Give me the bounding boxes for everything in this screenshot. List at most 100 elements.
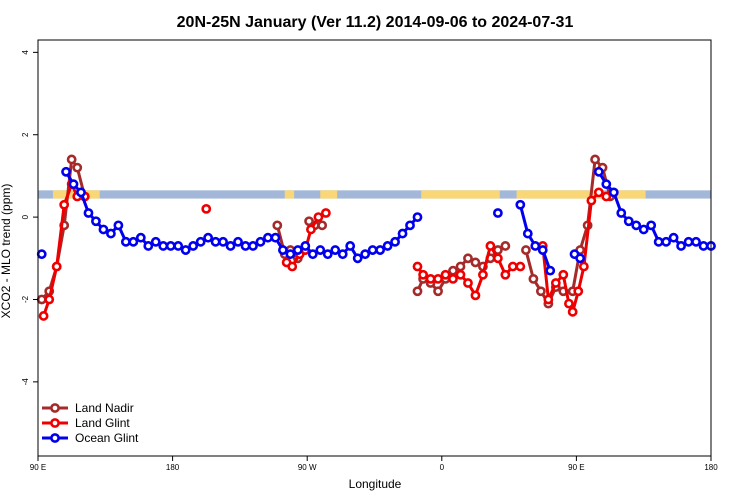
data-point: [698, 241, 709, 251]
land-band-segment: [284, 190, 295, 199]
land-band-segment: [320, 190, 338, 199]
chart-title: 20N-25N January (Ver 11.2) 2014-09-06 to…: [177, 14, 574, 31]
data-point: [470, 290, 481, 301]
data-point: [307, 249, 318, 260]
data-point: [535, 286, 546, 297]
data-point: [397, 228, 408, 239]
data-point: [412, 286, 423, 297]
data-point: [255, 236, 266, 247]
x-axis-label: Longitude: [349, 477, 402, 491]
x-tick-label: 90 E: [568, 463, 584, 472]
legend-label: Land Glint: [75, 416, 130, 430]
data-point: [233, 236, 243, 247]
data-point: [661, 236, 672, 247]
data-point: [412, 212, 423, 223]
data-point: [51, 261, 62, 272]
data-point: [521, 245, 531, 255]
data-point: [522, 228, 533, 239]
data-point: [128, 236, 139, 247]
data-point: [173, 241, 184, 251]
data-point: [61, 166, 71, 177]
data-point: [287, 261, 298, 272]
data-point: [59, 199, 70, 210]
data-point: [455, 269, 466, 280]
data-point: [492, 208, 503, 218]
data-point: [653, 236, 664, 247]
data-point: [292, 245, 303, 255]
data-point: [240, 241, 251, 251]
land-band-segment: [516, 190, 603, 199]
data-point: [564, 298, 574, 309]
data-point: [248, 241, 258, 251]
y-tick-label: 2: [21, 132, 30, 137]
data-point: [528, 273, 539, 284]
data-point: [470, 257, 481, 268]
data-point: [676, 241, 686, 251]
y-tick-label: -4: [21, 378, 30, 386]
x-tick-label: 90 E: [30, 463, 46, 472]
y-axis-label: XCO2 - MLO trend (ppm): [0, 184, 13, 319]
y-tick-label: 0: [21, 214, 30, 219]
series-line: [524, 157, 612, 306]
data-point: [320, 208, 331, 218]
data-point: [485, 241, 496, 251]
data-point: [76, 187, 86, 198]
data-point: [500, 241, 511, 251]
legend-marker: [50, 403, 60, 413]
data-point: [150, 236, 161, 247]
series-line: [518, 204, 552, 272]
x-axis: 90 E 180 90 W 0 90 E 180: [30, 456, 718, 472]
data-point: [418, 269, 429, 280]
data-point: [545, 265, 556, 276]
data-point: [638, 224, 649, 235]
land-band-segment: [613, 190, 646, 199]
data-point: [201, 203, 212, 214]
data-point: [91, 216, 101, 227]
y-tick-label: -2: [21, 295, 30, 303]
data-point: [500, 269, 511, 280]
data-point: [550, 278, 561, 288]
legend-marker: [50, 433, 60, 443]
x-tick-label: 180: [704, 463, 718, 472]
data-point: [586, 195, 597, 206]
data-point: [573, 286, 584, 297]
data-point: [367, 245, 378, 255]
data-point: [425, 273, 436, 284]
data-point: [691, 236, 701, 247]
data-point: [83, 208, 94, 218]
data-point: [601, 191, 612, 202]
plot-frame: [37, 39, 712, 457]
ocean-band: [38, 190, 711, 199]
data-point: [165, 241, 176, 251]
data-point: [345, 241, 356, 251]
data-point: [317, 220, 328, 231]
data-point: [601, 179, 612, 190]
data-point: [315, 245, 326, 255]
data-point: [478, 269, 488, 280]
data-point: [360, 249, 371, 260]
data-point: [578, 261, 589, 272]
land-band-segment: [421, 190, 500, 199]
data-point: [158, 241, 169, 251]
data-point: [448, 265, 458, 276]
data-point: [593, 187, 604, 198]
data-point: [285, 249, 296, 260]
data-point: [646, 220, 657, 231]
data-point: [272, 220, 283, 231]
data-point: [120, 236, 131, 247]
data-point: [537, 245, 548, 255]
data-point: [567, 306, 578, 317]
data-point: [683, 236, 694, 247]
data-point: [263, 232, 273, 243]
series-ocean-glint: [36, 166, 716, 276]
data-point: [195, 236, 206, 247]
data-point: [405, 220, 415, 231]
data-point: [492, 253, 503, 264]
data-point: [106, 228, 116, 239]
data-point: [412, 261, 423, 272]
data-point: [330, 245, 341, 255]
data-point: [218, 236, 228, 247]
y-axis: -4 -2 0 2 4: [21, 50, 38, 386]
data-point: [270, 232, 281, 243]
